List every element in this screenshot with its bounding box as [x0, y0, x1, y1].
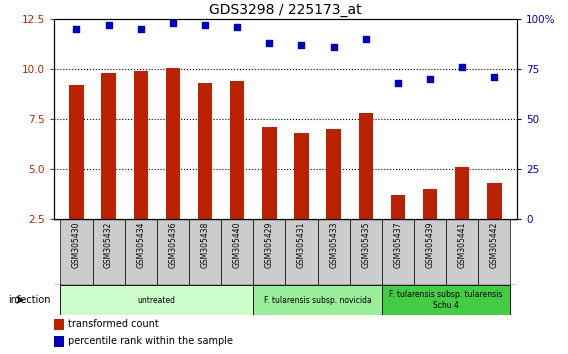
- Bar: [455, 167, 470, 219]
- Point: [394, 81, 403, 86]
- Text: transformed count: transformed count: [68, 319, 158, 329]
- Bar: [54, 319, 64, 330]
- Bar: [391, 195, 405, 219]
- Text: F. tularensis subsp. novicida: F. tularensis subsp. novicida: [264, 296, 371, 304]
- Text: untreated: untreated: [138, 296, 176, 304]
- Point: [329, 45, 338, 50]
- FancyBboxPatch shape: [446, 219, 478, 285]
- Text: GSM305435: GSM305435: [361, 222, 370, 268]
- FancyBboxPatch shape: [125, 219, 157, 285]
- FancyBboxPatch shape: [189, 219, 221, 285]
- FancyBboxPatch shape: [382, 219, 414, 285]
- FancyBboxPatch shape: [286, 219, 318, 285]
- FancyBboxPatch shape: [93, 219, 125, 285]
- Text: GSM305441: GSM305441: [458, 222, 467, 268]
- Bar: [262, 127, 277, 219]
- FancyBboxPatch shape: [350, 219, 382, 285]
- FancyBboxPatch shape: [414, 219, 446, 285]
- FancyBboxPatch shape: [60, 219, 93, 285]
- Bar: [327, 130, 341, 219]
- Text: infection: infection: [9, 295, 51, 305]
- Text: percentile rank within the sample: percentile rank within the sample: [68, 336, 233, 346]
- Point: [201, 23, 210, 28]
- Bar: [101, 74, 116, 219]
- Point: [425, 77, 435, 82]
- Text: GSM305438: GSM305438: [201, 222, 210, 268]
- Bar: [423, 189, 437, 219]
- FancyBboxPatch shape: [157, 219, 189, 285]
- FancyBboxPatch shape: [253, 285, 382, 315]
- Point: [104, 23, 113, 28]
- Text: GSM305439: GSM305439: [425, 222, 435, 268]
- Point: [72, 27, 81, 32]
- Text: GSM305431: GSM305431: [297, 222, 306, 268]
- Bar: [487, 183, 502, 219]
- Text: GSM305430: GSM305430: [72, 222, 81, 268]
- Text: GSM305429: GSM305429: [265, 222, 274, 268]
- Point: [361, 37, 370, 42]
- FancyBboxPatch shape: [60, 285, 253, 315]
- Bar: [69, 85, 83, 219]
- Text: F. tularensis subsp. tularensis
Schu 4: F. tularensis subsp. tularensis Schu 4: [390, 290, 503, 310]
- Text: GSM305432: GSM305432: [104, 222, 113, 268]
- FancyBboxPatch shape: [478, 219, 511, 285]
- Bar: [54, 336, 64, 347]
- Point: [168, 21, 177, 26]
- Bar: [133, 72, 148, 219]
- Point: [233, 25, 242, 30]
- FancyBboxPatch shape: [221, 219, 253, 285]
- Point: [265, 41, 274, 46]
- Bar: [230, 81, 244, 219]
- FancyBboxPatch shape: [318, 219, 350, 285]
- Text: GSM305436: GSM305436: [168, 222, 177, 268]
- Point: [490, 75, 499, 80]
- Text: GSM305440: GSM305440: [233, 222, 242, 268]
- Bar: [358, 114, 373, 219]
- Point: [136, 27, 145, 32]
- Title: GDS3298 / 225173_at: GDS3298 / 225173_at: [209, 3, 362, 17]
- Bar: [166, 68, 180, 219]
- Point: [458, 65, 467, 70]
- Text: GSM305442: GSM305442: [490, 222, 499, 268]
- FancyBboxPatch shape: [253, 219, 286, 285]
- Bar: [198, 84, 212, 219]
- Bar: [294, 133, 309, 219]
- Text: GSM305433: GSM305433: [329, 222, 338, 268]
- Point: [297, 42, 306, 48]
- Text: GSM305437: GSM305437: [394, 222, 403, 268]
- Text: GSM305434: GSM305434: [136, 222, 145, 268]
- FancyBboxPatch shape: [382, 285, 511, 315]
